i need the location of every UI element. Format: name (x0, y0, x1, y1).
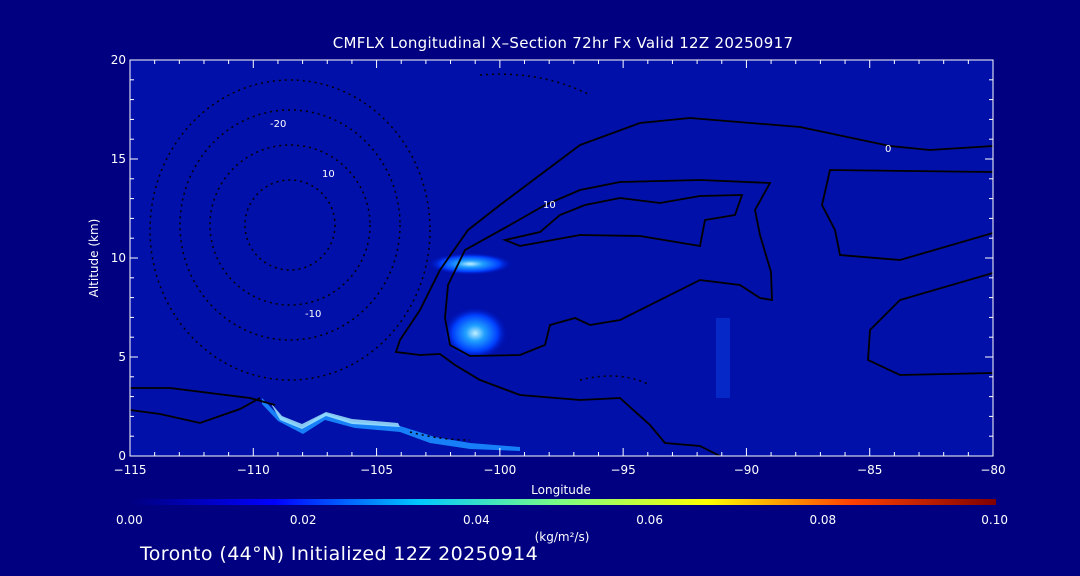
x-tick-label: −110 (237, 463, 270, 477)
faint-column-flux (716, 318, 730, 398)
contour-neg-4 (244, 179, 336, 271)
x-tick-label: −85 (857, 463, 882, 477)
x-tick-label: −90 (734, 463, 759, 477)
colorbar-tick-label: 0.08 (809, 513, 836, 527)
colorbar (130, 499, 996, 505)
contour-label: 10 (322, 169, 335, 180)
flux-field (262, 252, 730, 451)
x-axis: −115 −110 −105 −100 −95 −90 −85 −80 (114, 60, 1006, 477)
x-tick-label: −105 (360, 463, 393, 477)
flux-maximum (428, 252, 513, 275)
contour-neg-top (479, 73, 591, 96)
y-axis: 0 5 10 15 20 (111, 53, 993, 463)
footer-caption: Toronto (44°N) Initialized 12Z 20250914 (140, 543, 539, 565)
flux-maximum (443, 307, 508, 360)
colorbar-label: (kg/m²/s) (535, 530, 590, 544)
y-tick-label: 20 (111, 53, 126, 67)
colorbar-tick-label: 0.04 (463, 513, 490, 527)
contour-lines (130, 73, 993, 456)
contour-east (821, 169, 993, 261)
contour-label-group: 0 10 -10 -20 10 (270, 119, 891, 320)
surface-flux-core (270, 402, 400, 429)
contour-label: -20 (270, 119, 286, 130)
contour-neg-3 (209, 144, 371, 306)
contour-label: 10 (543, 200, 556, 211)
contour-label: -10 (305, 309, 321, 320)
surface-flux-band (262, 398, 520, 451)
colorbar-tick-label: 0.10 (981, 513, 1008, 527)
plot-area (130, 60, 993, 456)
chart-title: CMFLX Longitudinal X–Section 72hr Fx Val… (332, 34, 794, 52)
y-tick-label: 15 (111, 152, 126, 166)
colorbar-tick-label: 0.06 (636, 513, 663, 527)
contour-neg-low (579, 375, 651, 386)
x-tick-label: −100 (483, 463, 516, 477)
contour-neg-1 (149, 79, 431, 381)
y-tick-label: 5 (118, 350, 126, 364)
colorbar-ticks: 0.00 0.02 0.04 0.06 0.08 0.10 (116, 513, 1008, 527)
x-tick-label: −80 (980, 463, 1005, 477)
contour-0 (394, 117, 993, 456)
y-tick-label: 0 (118, 449, 126, 463)
contour-east-low (867, 272, 993, 376)
contour-20 (501, 194, 744, 248)
y-axis-label: Altitude (km) (87, 219, 101, 298)
colorbar-tick-label: 0.00 (116, 513, 143, 527)
y-tick-label: 10 (111, 251, 126, 265)
x-tick-label: −115 (114, 463, 147, 477)
x-axis-label: Longitude (531, 483, 591, 497)
contour-neg-2 (179, 109, 401, 341)
contour-surface (130, 387, 276, 424)
contour-neg-surface (409, 431, 471, 441)
x-tick-label: −95 (610, 463, 635, 477)
colorbar-tick-label: 0.02 (290, 513, 317, 527)
contour-10 (444, 179, 773, 357)
contour-label: 0 (885, 144, 891, 155)
